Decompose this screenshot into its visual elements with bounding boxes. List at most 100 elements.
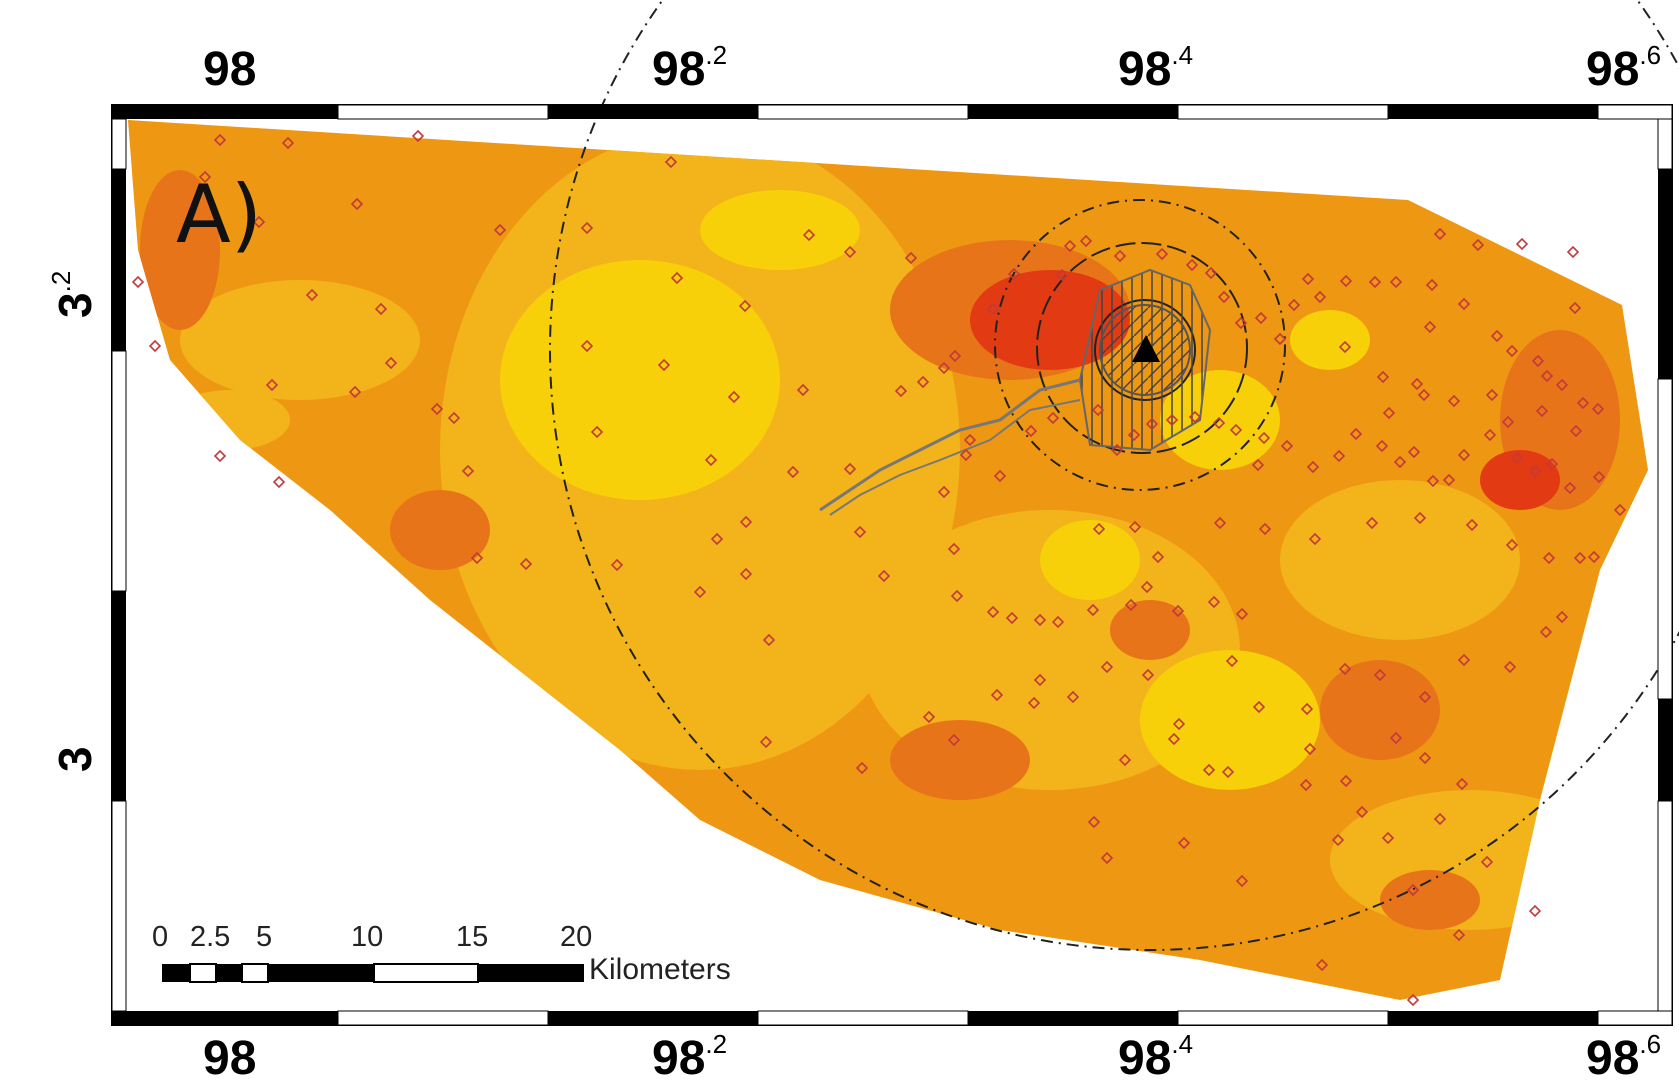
station-diamond-icon (1313, 290, 1327, 304)
station-diamond-icon (1510, 451, 1524, 465)
scale-tick-10: 10 (351, 921, 384, 953)
station-diamond-icon (1079, 234, 1093, 248)
station-diamond-icon (1540, 369, 1554, 383)
station-diamond-icon (493, 223, 507, 237)
station-diamond-icon (1505, 344, 1519, 358)
station-diamond-icon (1591, 402, 1605, 416)
station-diamond-icon (802, 228, 816, 242)
station-diamond-icon (1113, 249, 1127, 263)
station-diamond-icon (950, 589, 964, 603)
station-diamond-icon (1140, 580, 1154, 594)
station-diamond-icon (519, 557, 533, 571)
station-diamond-icon (1127, 428, 1141, 442)
station-diamond-icon (1212, 416, 1226, 430)
station-diamond-icon (1452, 928, 1466, 942)
station-diamond-icon (1177, 836, 1191, 850)
station-diamond-icon (1535, 404, 1549, 418)
station-diamond-icon (1280, 439, 1294, 453)
station-diamond-icon (1568, 301, 1582, 315)
station-diamond-icon (1301, 272, 1315, 286)
station-diamond-icon (1287, 298, 1301, 312)
station-diamond-icon (959, 448, 973, 462)
station-diamond-icon (1207, 595, 1221, 609)
station-diamond-icon (1303, 742, 1317, 756)
station-diamond-icon (1545, 457, 1559, 471)
station-diamond-icon (1373, 668, 1387, 682)
station-diamond-icon (1100, 851, 1114, 865)
station-diamond-icon (1055, 268, 1069, 282)
scale-tick-20: 20 (560, 921, 593, 953)
station-diamond-icon (1349, 427, 1363, 441)
station-diamond-icon (1406, 883, 1420, 897)
volcano-triangle-icon (1132, 335, 1160, 362)
station-diamond-icon (1213, 516, 1227, 530)
station-diamond-icon (1555, 378, 1569, 392)
station-diamond-icon (904, 251, 918, 265)
station-diamond-icon (1490, 329, 1504, 343)
station-diamond-icon (843, 245, 857, 259)
station-diamond-icon (1376, 370, 1390, 384)
station-diamond-icon (1315, 958, 1329, 972)
station-diamond-icon (213, 133, 227, 147)
station-diamond-icon (759, 735, 773, 749)
station-diamond-icon (947, 733, 961, 747)
station-diamond-icon (947, 542, 961, 556)
station-diamond-icon (1455, 777, 1469, 791)
lon-label-top-98-2: 98.2 (652, 40, 728, 96)
station-diamond-icon (1339, 274, 1353, 288)
station-diamond-icon (1188, 410, 1202, 424)
station-diamond-icon (1381, 831, 1395, 845)
station-diamond-icon (1471, 238, 1485, 252)
station-diamond-icon (1592, 470, 1606, 484)
station-diamond-icon (1046, 411, 1060, 425)
station-diamond-icon (710, 532, 724, 546)
station-diamond-icon (384, 356, 398, 370)
station-diamond-icon (1539, 625, 1553, 639)
station-diamond-icon (877, 569, 891, 583)
station-diamond-icon (1417, 388, 1431, 402)
station-diamond-icon (1092, 522, 1106, 536)
station-diamond-icon (853, 525, 867, 539)
station-diamond-icon (738, 299, 752, 313)
scale-unit-label: Kilometers (589, 953, 731, 986)
station-diamond-icon (1221, 765, 1235, 779)
station-diamond-icon (657, 358, 671, 372)
station-diamond-icon (1433, 227, 1447, 241)
station-diamond-icon (348, 385, 362, 399)
lon-label-top-98: 98 (203, 43, 257, 96)
station-diamond-icon (704, 453, 718, 467)
station-diamond-icon (1033, 673, 1047, 687)
station-diamond-icon (1171, 604, 1185, 618)
station-diamond-icon (1483, 428, 1497, 442)
station-diamond-icon (1165, 413, 1179, 427)
station-diamond-icon (1273, 332, 1287, 346)
middle-ring (994, 199, 1286, 491)
station-diamond-icon (1407, 445, 1421, 459)
station-diamond-icon (1573, 551, 1587, 565)
station-diamond-icon (693, 585, 707, 599)
station-diamond-icon (1413, 511, 1427, 525)
outer-ring (549, 0, 1679, 951)
station-diamond-icon (1251, 458, 1265, 472)
station-diamond-icon (937, 361, 951, 375)
station-diamond-icon (1587, 550, 1601, 564)
station-diamond-icon (1007, 267, 1021, 281)
station-diamond-icon (1375, 439, 1389, 453)
map-frame (111, 104, 1673, 1026)
lon-label-bottom-98-4: 98.4 (1118, 1029, 1194, 1085)
station-diamond-icon (1485, 388, 1499, 402)
station-diamond-icon (1331, 833, 1345, 847)
station-diamond-icon (1100, 660, 1114, 674)
lon-label-top-98-6: 98.6 (1586, 40, 1662, 96)
station-diamond-icon (990, 688, 1004, 702)
station-diamond-icon (1563, 481, 1577, 495)
lon-label-bottom-98-6: 98.6 (1586, 1029, 1662, 1085)
station-diamond-icon (461, 464, 475, 478)
station-diamond-icon (937, 485, 951, 499)
station-diamond-icon (281, 136, 295, 150)
station-diamond-icon (1252, 700, 1266, 714)
station-diamond-icon (1382, 406, 1396, 420)
station-diamond-icon (1442, 473, 1456, 487)
station-diamond-icon (1306, 460, 1320, 474)
